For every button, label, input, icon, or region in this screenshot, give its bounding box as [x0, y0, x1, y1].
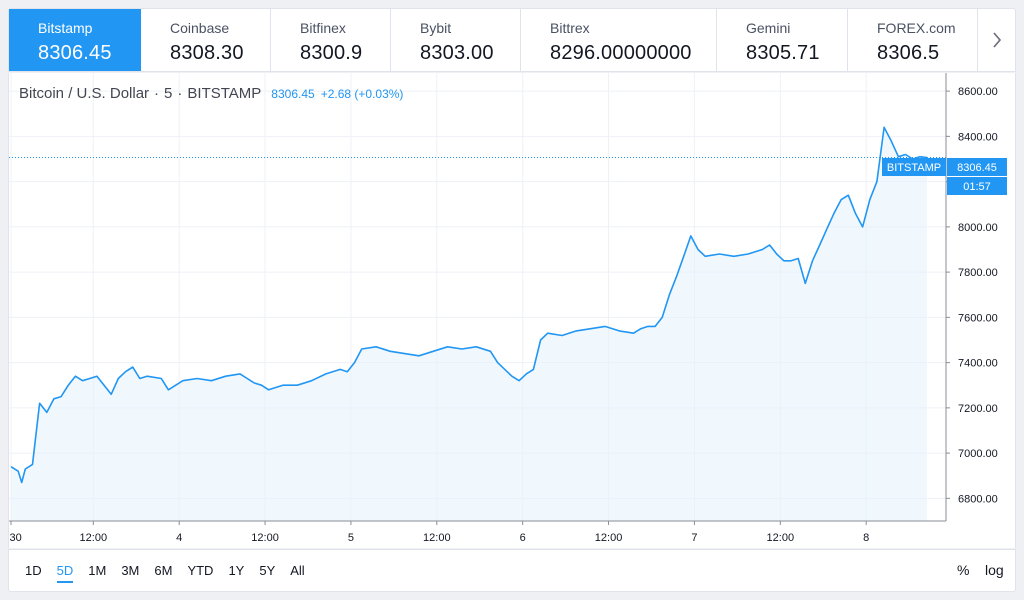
x-tick-label: 5	[348, 532, 354, 544]
tab-coinbase[interactable]: Coinbase 8308.30	[141, 9, 271, 71]
exchange-tag: BITSTAMP	[887, 162, 941, 174]
x-tick-label: 12:00	[251, 532, 279, 544]
y-tick-label: 8400.00	[958, 131, 998, 143]
symbol-name: Bitcoin / U.S. Dollar	[19, 85, 150, 102]
tab-gemini[interactable]: Gemini 8305.71	[717, 9, 848, 71]
range-1m-button[interactable]: 1M	[88, 563, 107, 578]
y-tick-label: 7000.00	[958, 448, 998, 460]
chevron-right-icon	[992, 32, 1001, 48]
range-3m-button[interactable]: 3M	[121, 563, 140, 578]
y-tick-label: 7800.00	[958, 267, 998, 279]
y-tick-label: 8600.00	[958, 86, 998, 98]
exchange-name: Coinbase	[170, 20, 230, 36]
exchange-name: Bitfinex	[300, 20, 346, 36]
tab-forex-com[interactable]: FOREX.com 8306.5	[848, 9, 978, 71]
percent-scale-button[interactable]: %	[957, 562, 970, 578]
exchange-price: 8303.00	[420, 42, 494, 64]
next-exchanges-button[interactable]	[978, 9, 1015, 71]
chart-panel: 6800.00 7000.00 7200.00 7400.00 7600.00 7800.…	[8, 73, 1016, 548]
price-chart[interactable]: 6800.00 7000.00 7200.00 7400.00 7600.00 7800.…	[9, 73, 1015, 548]
log-scale-button[interactable]: log	[985, 562, 1004, 578]
range-1d-button[interactable]: 1D	[25, 563, 42, 578]
exchange-price: 8306.45	[38, 42, 112, 64]
x-tick-label: 6	[520, 532, 526, 544]
y-tick-label: 7400.00	[958, 358, 998, 370]
x-tick-label: 12:00	[80, 532, 108, 544]
chart-legend: Bitcoin / U.S. Dollar · 5 · BITSTAMP 830…	[19, 85, 403, 102]
range-selector: 1D 5D 1M 3M 6M YTD 1Y 5Y All	[25, 563, 320, 583]
x-tick-label: 4	[176, 532, 182, 544]
exchange-tabs: Bitstamp 8306.45 Coinbase 8308.30 Bitfin…	[8, 8, 1016, 72]
price-line	[10, 126, 928, 484]
range-6m-button[interactable]: 6M	[154, 563, 173, 578]
interval-label: 5	[164, 85, 173, 102]
last-price: 8306.45	[271, 87, 315, 101]
price-tag-bg	[947, 158, 1007, 176]
range-5y-button[interactable]: 5Y	[259, 563, 276, 578]
exchange-price: 8296.00000000	[550, 42, 692, 64]
x-tick-label: 7	[691, 532, 697, 544]
current-price-label: BITSTAMP 8306.45 01:57	[882, 158, 1007, 195]
time-axis: 0:30 12:00 4 12:00 5 12:00 6 12:00 7 12:00 8	[9, 521, 869, 544]
exchange-name: Gemini	[746, 20, 791, 36]
y-tick-label: 8000.00	[958, 222, 998, 234]
x-tick-label: 12:00	[767, 532, 795, 544]
price-tag: 8306.45	[957, 162, 997, 174]
exchange-name: Bitstamp	[38, 20, 93, 36]
exchange-price: 8300.9	[300, 42, 363, 64]
exchange-price: 8306.5	[877, 42, 940, 64]
exchange-name: FOREX.com	[877, 20, 956, 36]
countdown-tag: 01:57	[963, 181, 991, 193]
x-tick-label: 12:00	[595, 532, 623, 544]
range-toolbar: 1D 5D 1M 3M 6M YTD 1Y 5Y All % log	[8, 549, 1016, 592]
price-area	[11, 127, 927, 522]
exchange-price: 8305.71	[746, 42, 820, 64]
legend-separator: ·	[177, 85, 183, 102]
exchange-label: BITSTAMP	[187, 85, 262, 102]
exchange-name: Bybit	[420, 20, 452, 36]
tab-bitstamp[interactable]: Bitstamp 8306.45	[9, 9, 141, 71]
tab-bybit[interactable]: Bybit 8303.00	[391, 9, 521, 71]
range-all-button[interactable]: All	[290, 563, 305, 578]
exchange-price: 8308.30	[170, 42, 244, 64]
tab-bittrex[interactable]: Bittrex 8296.00000000	[521, 9, 717, 71]
x-tick-label: 12:00	[423, 532, 451, 544]
legend-separator: ·	[154, 85, 160, 102]
exchange-tag-bg	[882, 158, 946, 176]
y-tick-label: 6800.00	[958, 493, 998, 505]
price-axis: 6800.00 7000.00 7200.00 7400.00 7600.00 7800.…	[946, 86, 998, 505]
y-tick-label: 7200.00	[958, 403, 998, 415]
price-change: +2.68 (+0.03%)	[320, 87, 404, 101]
x-tick-label: 0:30	[9, 532, 22, 544]
range-ytd-button[interactable]: YTD	[187, 563, 214, 578]
countdown-tag-bg	[947, 177, 1007, 195]
y-tick-label: 7600.00	[958, 312, 998, 324]
x-tick-label: 8	[863, 532, 869, 544]
range-1y-button[interactable]: 1Y	[228, 563, 245, 578]
range-5d-button[interactable]: 5D	[56, 563, 74, 583]
tab-bitfinex[interactable]: Bitfinex 8300.9	[271, 9, 391, 71]
exchange-name: Bittrex	[550, 20, 590, 36]
